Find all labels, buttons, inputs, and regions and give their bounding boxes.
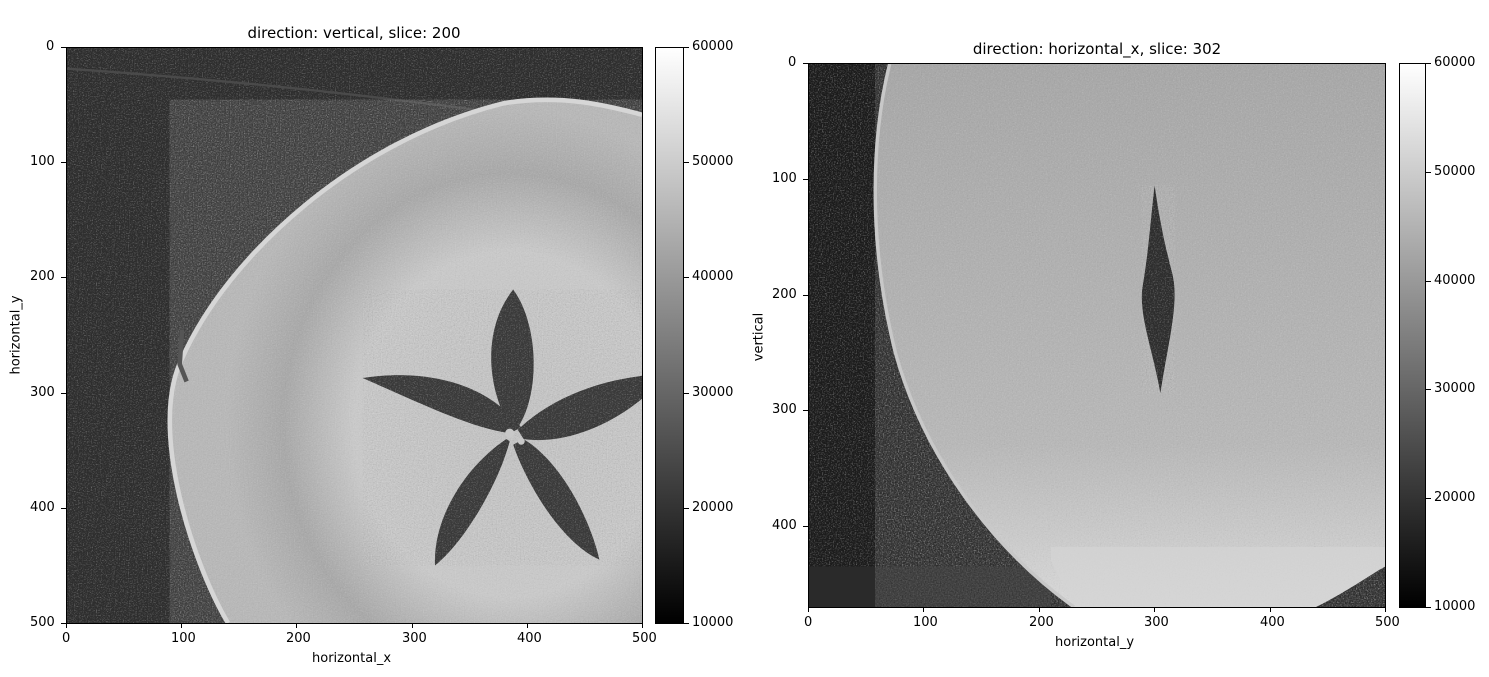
right-ytick-300 bbox=[803, 410, 808, 411]
right-cbar-tick bbox=[1426, 172, 1431, 173]
right-cbar-tick bbox=[1426, 389, 1431, 390]
left-cbar-label: 20000 bbox=[692, 500, 734, 515]
left-xtick-label: 400 bbox=[517, 631, 542, 646]
left-cbar-label: 40000 bbox=[692, 269, 734, 284]
right-xtick-label: 300 bbox=[1144, 615, 1169, 630]
left-cbar-tick bbox=[684, 508, 689, 509]
right-ytick-label: 400 bbox=[772, 518, 797, 533]
right-xtick-label: 100 bbox=[913, 615, 938, 630]
right-xtick-500 bbox=[1385, 607, 1386, 612]
left-ytick-400 bbox=[61, 508, 66, 509]
left-xtick-300 bbox=[412, 623, 413, 628]
right-cbar-label: 50000 bbox=[1434, 164, 1476, 179]
left-ytick-label: 400 bbox=[30, 500, 55, 515]
left-ytick-label: 300 bbox=[30, 385, 55, 400]
left-x-axis-label: horizontal_x bbox=[312, 651, 392, 666]
left-xtick-label: 100 bbox=[171, 631, 196, 646]
right-ytick-label: 300 bbox=[772, 402, 797, 417]
right-ytick-400 bbox=[803, 526, 808, 527]
left-ytick-100 bbox=[61, 162, 66, 163]
right-cbar-label: 10000 bbox=[1434, 599, 1476, 614]
right-ytick-0 bbox=[803, 63, 808, 64]
left-cbar-label: 60000 bbox=[692, 39, 734, 54]
left-xtick-500 bbox=[642, 623, 643, 628]
left-ytick-label: 200 bbox=[30, 269, 55, 284]
right-xtick-100 bbox=[923, 607, 924, 612]
left-cbar-label: 10000 bbox=[692, 615, 734, 630]
left-xtick-label: 500 bbox=[632, 631, 657, 646]
left-cbar-tick bbox=[684, 47, 689, 48]
right-x-axis-label: horizontal_y bbox=[1055, 635, 1135, 650]
left-ytick-label: 100 bbox=[30, 154, 55, 169]
left-xtick-label: 0 bbox=[62, 631, 71, 646]
right-y-axis-label: vertical bbox=[751, 312, 767, 362]
left-image-axes bbox=[66, 47, 643, 624]
left-y-axis-label: horizontal_y bbox=[8, 295, 24, 375]
left-colorbar bbox=[655, 47, 684, 624]
left-plot-title: direction: vertical, slice: 200 bbox=[247, 24, 461, 42]
left-xtick-label: 200 bbox=[286, 631, 311, 646]
right-xtick-label: 0 bbox=[804, 615, 813, 630]
left-xtick-400 bbox=[527, 623, 528, 628]
left-ct-slice-image bbox=[67, 48, 642, 623]
right-xtick-400 bbox=[1270, 607, 1271, 612]
left-ytick-200 bbox=[61, 277, 66, 278]
left-xtick-100 bbox=[181, 623, 182, 628]
left-cbar-tick bbox=[684, 393, 689, 394]
right-cbar-tick bbox=[1426, 281, 1431, 282]
right-ytick-200 bbox=[803, 295, 808, 296]
right-xtick-label: 400 bbox=[1260, 615, 1285, 630]
right-ytick-label: 0 bbox=[788, 55, 797, 70]
right-xtick-label: 200 bbox=[1029, 615, 1054, 630]
right-xtick-300 bbox=[1154, 607, 1155, 612]
left-ytick-500 bbox=[61, 623, 66, 624]
right-xtick-0 bbox=[808, 607, 809, 612]
left-cbar-tick bbox=[684, 162, 689, 163]
left-cbar-tick bbox=[684, 277, 689, 278]
left-ytick-label: 500 bbox=[30, 615, 55, 630]
left-cbar-label: 30000 bbox=[692, 385, 734, 400]
left-ytick-0 bbox=[61, 47, 66, 48]
right-cbar-tick bbox=[1426, 607, 1431, 608]
right-cbar-tick bbox=[1426, 498, 1431, 499]
right-cbar-label: 20000 bbox=[1434, 490, 1476, 505]
right-colorbar bbox=[1399, 63, 1426, 608]
right-ytick-100 bbox=[803, 179, 808, 180]
right-ytick-label: 100 bbox=[772, 171, 797, 186]
left-cbar-tick bbox=[684, 623, 689, 624]
right-xtick-200 bbox=[1039, 607, 1040, 612]
right-ct-slice-image bbox=[809, 64, 1385, 607]
left-ytick-label: 0 bbox=[46, 39, 55, 54]
right-xtick-label: 500 bbox=[1375, 615, 1400, 630]
right-cbar-tick bbox=[1426, 63, 1431, 64]
right-plot-title: direction: horizontal_x, slice: 302 bbox=[972, 40, 1222, 58]
left-xtick-200 bbox=[296, 623, 297, 628]
right-cbar-label: 30000 bbox=[1434, 381, 1476, 396]
left-xtick-label: 300 bbox=[402, 631, 427, 646]
right-cbar-label: 40000 bbox=[1434, 273, 1476, 288]
left-cbar-label: 50000 bbox=[692, 154, 734, 169]
left-xtick-0 bbox=[66, 623, 67, 628]
right-image-axes bbox=[808, 63, 1386, 608]
right-cbar-label: 60000 bbox=[1434, 55, 1476, 70]
right-ytick-label: 200 bbox=[772, 287, 797, 302]
left-ytick-300 bbox=[61, 393, 66, 394]
